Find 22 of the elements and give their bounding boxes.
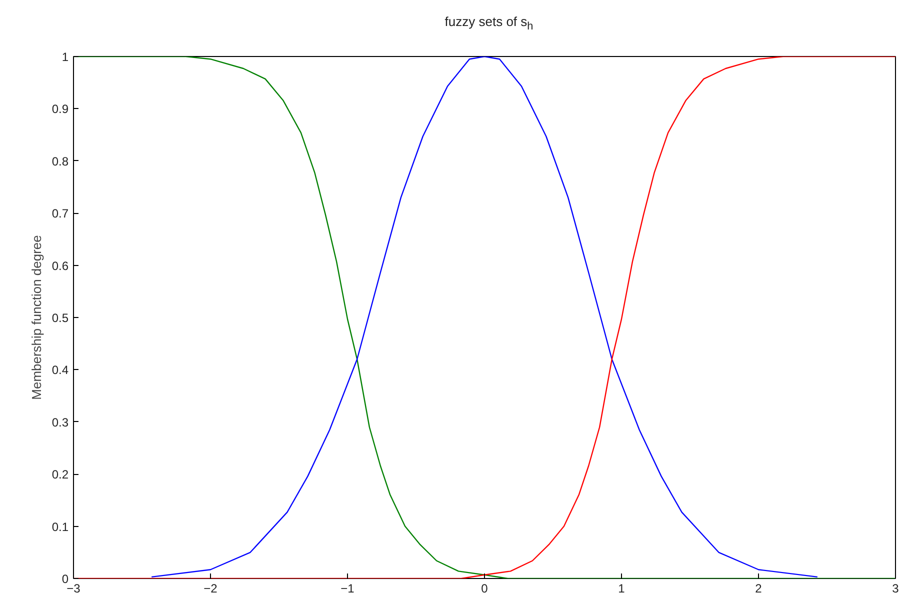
y-tick-label: 0	[62, 572, 69, 586]
y-tick-label: 0.6	[52, 258, 69, 273]
x-tick-label: 1	[618, 582, 626, 596]
chart-title: fuzzy sets of s$_{h}$	[444, 13, 534, 35]
y-tick-label: 0.1	[52, 520, 69, 534]
line-series	[74, 56, 896, 578]
y-tick-label: 0.9	[52, 102, 69, 116]
y-tick-label: 0.4	[52, 363, 69, 378]
y-tick-label: 0.8	[52, 154, 69, 168]
y-tick-label: 0.5	[52, 311, 69, 325]
x-tick-label: −3	[66, 582, 81, 596]
line-series	[150, 56, 818, 578]
x-tick-label: 3	[892, 582, 899, 596]
x-tick-label: −2	[204, 582, 218, 596]
y-tick-label: 1	[62, 50, 69, 64]
x-tick-label: 0	[481, 582, 488, 596]
x-tick-label: 2	[755, 582, 762, 596]
y-tick-label: 0.2	[52, 468, 69, 482]
x-tick-label: −1	[340, 582, 355, 596]
y-axis-title: Membership function degree	[28, 235, 44, 400]
y-tick-label: 0.7	[52, 206, 69, 221]
y-tick-label: 0.3	[52, 415, 69, 430]
